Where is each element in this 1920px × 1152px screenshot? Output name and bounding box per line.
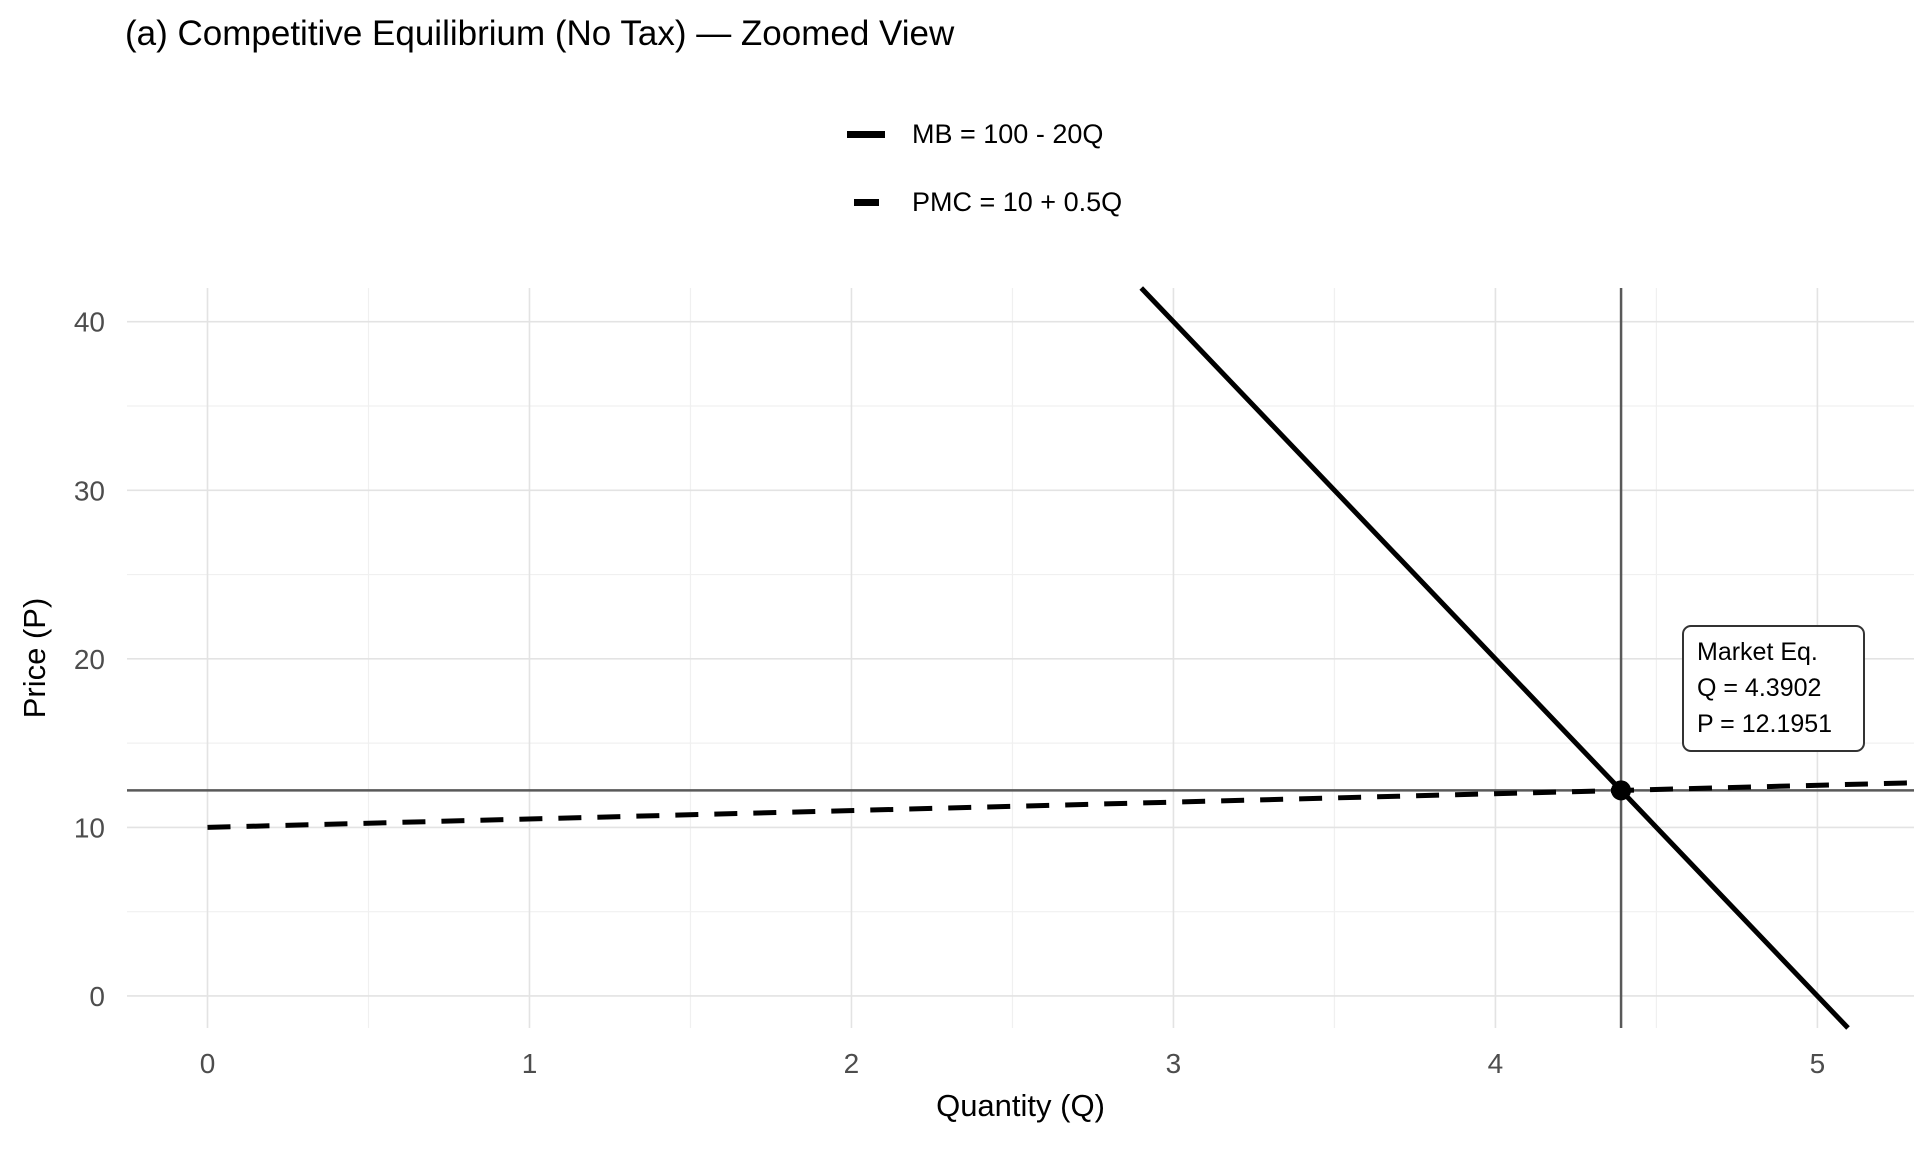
y-tick-labels: 0 10 20 30 40 — [74, 307, 105, 1012]
y-tick-label: 10 — [74, 812, 105, 843]
grid-minor — [127, 288, 1914, 1028]
legend-label-pmc: PMC = 10 + 0.5Q — [912, 186, 1123, 217]
y-axis-title: Price (P) — [17, 597, 52, 719]
x-axis-title: Quantity (Q) — [936, 1088, 1105, 1123]
y-tick-label: 0 — [89, 981, 105, 1012]
legend-key — [846, 130, 886, 138]
annotation-p-value: P = 12.1951 — [1697, 710, 1833, 738]
y-tick-label: 20 — [74, 644, 105, 675]
series-line-mb — [1139, 286, 1850, 1030]
x-tick-labels: 0 1 2 3 4 5 — [200, 1048, 1825, 1079]
legend-key — [846, 198, 886, 206]
legend-item-pmc: PMC = 10 + 0.5Q — [846, 168, 1122, 236]
legend-dashed-line-icon — [853, 198, 879, 206]
equilibrium-point — [1611, 780, 1632, 801]
equilibrium-annotation: Market Eq. Q = 4.3902 P = 12.1951 — [1682, 625, 1865, 752]
x-tick-label: 0 — [200, 1048, 216, 1079]
x-tick-label: 2 — [844, 1048, 860, 1079]
y-tick-label: 40 — [74, 307, 105, 338]
x-tick-label: 4 — [1488, 1048, 1504, 1079]
legend-item-mb: MB = 100 - 20Q — [846, 100, 1122, 168]
grid-major — [127, 288, 1914, 1028]
chart-title: (a) Competitive Equilibrium (No Tax) — Z… — [125, 14, 955, 53]
y-tick-label: 30 — [74, 475, 105, 506]
legend-solid-line-icon — [847, 130, 885, 138]
annotation-title: Market Eq. — [1697, 638, 1818, 666]
legend-label-mb: MB = 100 - 20Q — [912, 118, 1104, 149]
x-tick-label: 1 — [522, 1048, 538, 1079]
annotation-q-value: Q = 4.3902 — [1697, 674, 1822, 702]
legend: MB = 100 - 20Q PMC = 10 + 0.5Q — [846, 100, 1122, 236]
x-tick-label: 5 — [1810, 1048, 1826, 1079]
x-tick-label: 3 — [1166, 1048, 1182, 1079]
